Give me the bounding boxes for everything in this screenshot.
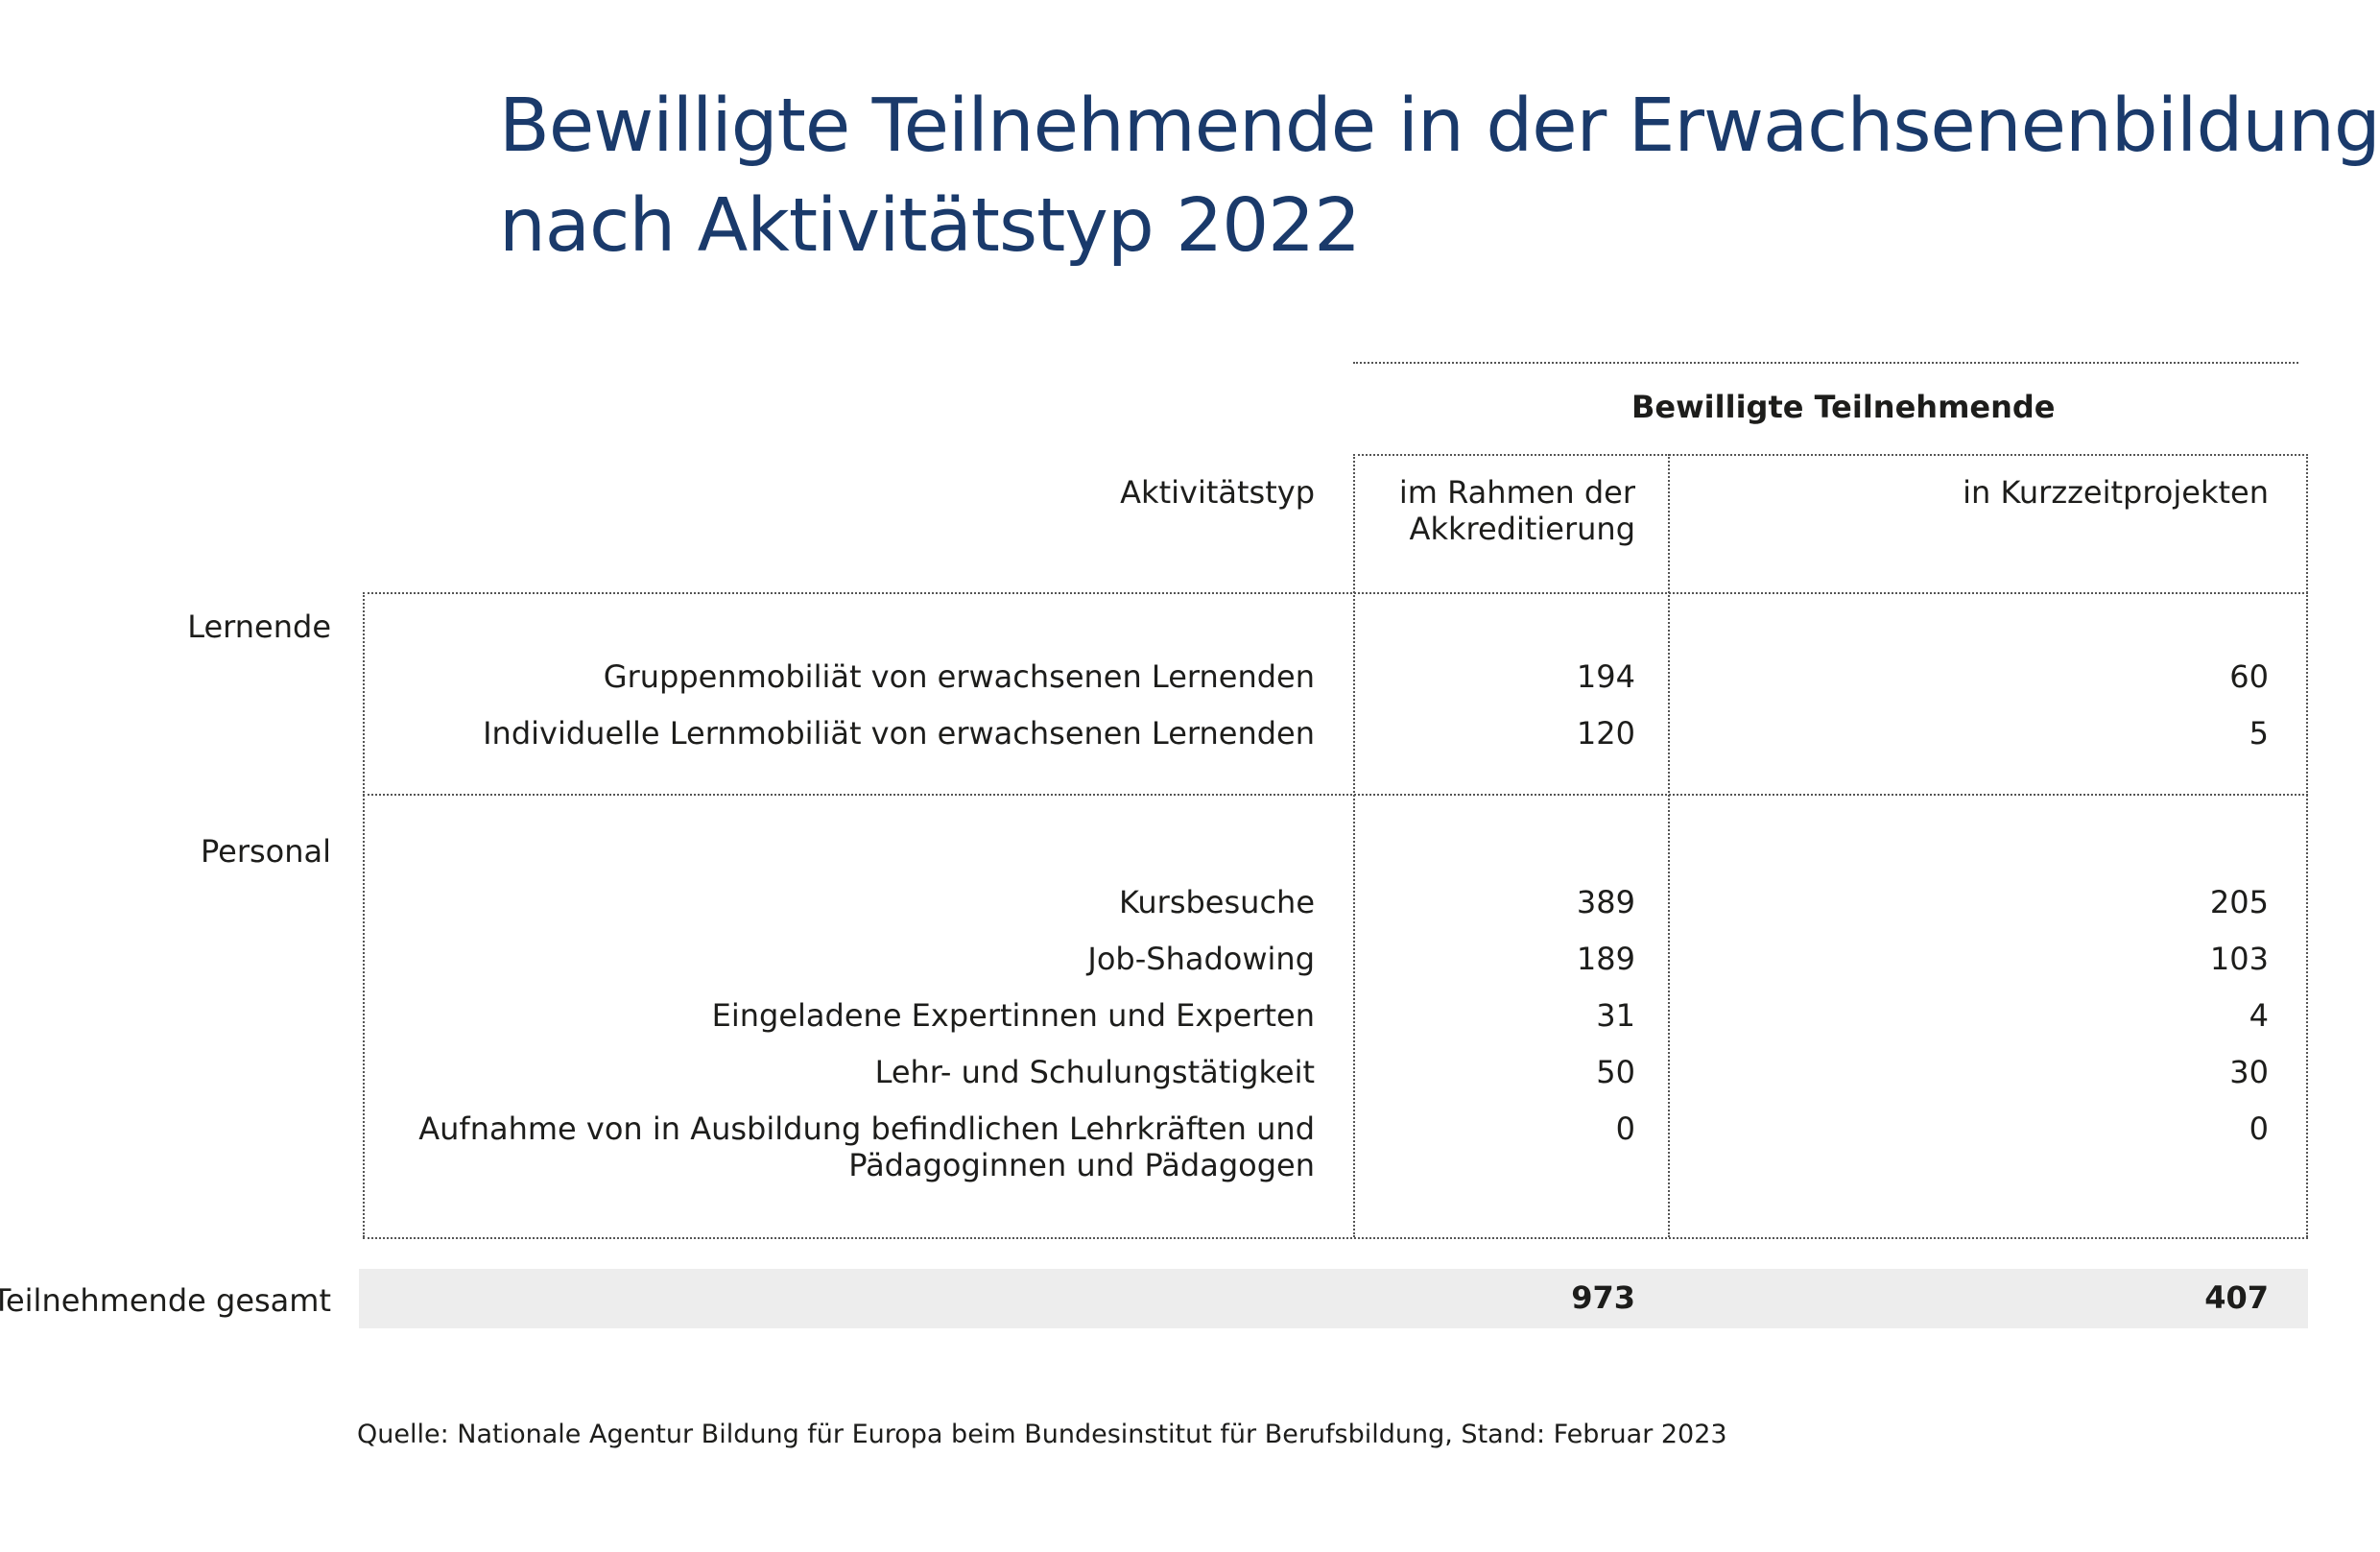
total-value: 407 <box>2204 1279 2269 1316</box>
row-label: Kursbesuche <box>1118 884 1315 920</box>
table-right-line <box>2306 454 2308 1237</box>
value-cell: 50 <box>1596 1054 1635 1090</box>
value-cell: 120 <box>1576 715 1635 752</box>
group-label-lernende: Lernende <box>187 609 331 645</box>
group-label-personal: Personal <box>200 833 331 870</box>
value-cell: 5 <box>2249 715 2269 752</box>
table-left-line <box>363 592 365 1237</box>
group-header: Bewilligte Teilnehmende <box>1631 389 2056 425</box>
columns-top-line <box>1353 454 2308 456</box>
value-cell: 0 <box>1615 1110 1635 1147</box>
title-line-1: Bewilligte Teilnehmende in der Erwachsen… <box>499 84 2380 169</box>
total-label: Teilnehmende gesamt <box>0 1282 331 1319</box>
row-label-line2: Pädagoginnen und Pädagogen <box>848 1147 1315 1183</box>
row-header: Aktivitätstyp <box>1120 474 1315 511</box>
col1-header-line1: im Rahmen der <box>1398 474 1635 511</box>
lernende-top-line <box>363 592 2308 594</box>
value-cell: 31 <box>1596 997 1635 1034</box>
page-title: Bewilligte Teilnehmende in der Erwachsen… <box>499 77 2380 276</box>
total-value: 973 <box>1571 1279 1635 1316</box>
personal-top-line <box>363 794 2308 796</box>
total-row-background <box>359 1269 2308 1328</box>
col2-left-line <box>1668 454 1670 1237</box>
row-label: Lehr- und Schulungstätigkeit <box>874 1054 1315 1090</box>
value-cell: 60 <box>2229 658 2269 695</box>
value-cell: 0 <box>2249 1110 2269 1147</box>
value-cell: 205 <box>2209 884 2269 920</box>
row-label: Job-Shadowing <box>1087 941 1315 977</box>
title-line-2: nach Aktivitätstyp 2022 <box>499 183 1361 269</box>
row-label: Eingeladene Expertinnen und Experten <box>711 997 1315 1034</box>
row-label: Aufnahme von in Ausbildung befindlichen … <box>418 1110 1315 1147</box>
col2-header: in Kurzzeitprojekten <box>1963 474 2269 511</box>
value-cell: 103 <box>2209 941 2269 977</box>
col1-left-line <box>1353 454 1355 1237</box>
value-cell: 389 <box>1576 884 1635 920</box>
row-label: Gruppenmobiliät von erwachsenen Lernende… <box>603 658 1315 695</box>
header-top-line <box>1353 362 2298 364</box>
source-note: Quelle: Nationale Agentur Bildung für Eu… <box>357 1420 1727 1449</box>
value-cell: 194 <box>1576 658 1635 695</box>
row-label: Individuelle Lernmobiliät von erwachsene… <box>483 715 1315 752</box>
value-cell: 189 <box>1576 941 1635 977</box>
col1-header-line2: Akkreditierung <box>1409 511 1635 547</box>
value-cell: 30 <box>2229 1054 2269 1090</box>
table-bottom-line <box>363 1237 2308 1239</box>
value-cell: 4 <box>2249 997 2269 1034</box>
